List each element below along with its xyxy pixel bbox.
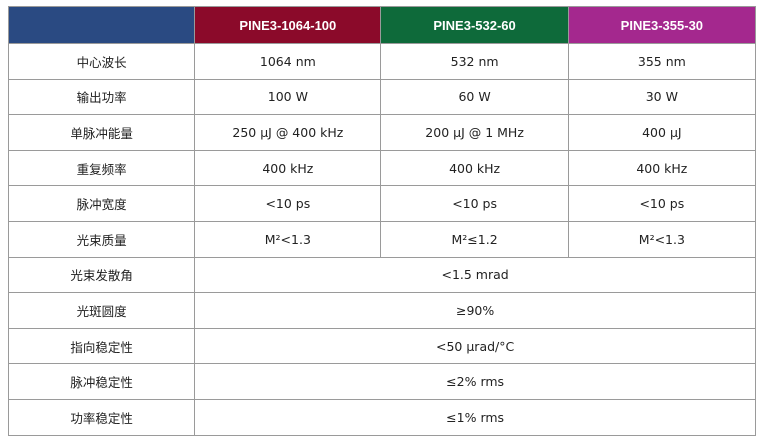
table-row: 脉冲宽度 <10 ps <10 ps <10 ps <box>7 185 757 222</box>
spec-table: PINE3-1064-100 PINE3-532-60 PINE3-355-30… <box>7 6 757 436</box>
row-label: 单脉冲能量 <box>7 114 196 151</box>
table-cell: 400 μJ <box>567 114 757 151</box>
table-cell: <10 ps <box>194 185 382 222</box>
merged-cell: ≤1% rms <box>194 398 756 436</box>
table-cell: M²<1.3 <box>194 220 382 258</box>
header-product-pine3-1064-100: PINE3-1064-100 <box>194 6 382 44</box>
table-cell: 400 kHz <box>380 149 569 187</box>
table-cell: M²≤1.2 <box>380 220 569 258</box>
table-row: 光斑圆度 ≥90% <box>7 292 756 329</box>
table-cell: 200 μJ @ 1 MHz <box>380 114 569 151</box>
table-cell: 60 W <box>380 78 569 116</box>
table-row: 光束发散角 <1.5 mrad <box>7 256 756 294</box>
row-label: 功率稳定性 <box>7 398 196 436</box>
row-label: 重复频率 <box>7 149 196 187</box>
table-cell: M²<1.3 <box>567 220 757 258</box>
table-cell: 250 μJ @ 400 kHz <box>194 114 382 151</box>
merged-cell: ≥90% <box>194 292 756 329</box>
row-label: 指向稳定性 <box>7 327 196 365</box>
merged-cell: <1.5 mrad <box>194 256 756 294</box>
table-row: 脉冲稳定性 ≤2% rms <box>7 363 756 400</box>
table-cell: 532 nm <box>380 43 569 80</box>
table-cell: 355 nm <box>567 43 757 80</box>
row-label: 光斑圆度 <box>7 292 196 329</box>
header-product-pine3-532-60: PINE3-532-60 <box>380 6 569 44</box>
table-cell: <10 ps <box>380 185 569 222</box>
row-label: 脉冲宽度 <box>7 185 196 222</box>
row-label: 中心波长 <box>7 43 196 80</box>
merged-cell: ≤2% rms <box>194 363 756 400</box>
table-row: 光束质量 M²<1.3 M²≤1.2 M²<1.3 <box>7 220 757 258</box>
row-label: 光束质量 <box>7 220 196 258</box>
table-row: 单脉冲能量 250 μJ @ 400 kHz 200 μJ @ 1 MHz 40… <box>7 114 757 151</box>
table-cell: 400 kHz <box>567 149 757 187</box>
table-cell: <10 ps <box>567 185 757 222</box>
table-row: 指向稳定性 <50 μrad/°C <box>7 327 756 365</box>
table-row: 中心波长 1064 nm 532 nm 355 nm <box>7 43 757 80</box>
table-cell: 400 kHz <box>194 149 382 187</box>
table-cell: 1064 nm <box>194 43 382 80</box>
row-label: 输出功率 <box>7 78 196 116</box>
row-label: 脉冲稳定性 <box>7 363 196 400</box>
table-row: 重复频率 400 kHz 400 kHz 400 kHz <box>7 149 757 187</box>
table-row: 输出功率 100 W 60 W 30 W <box>7 78 757 116</box>
table-cell: 100 W <box>194 78 382 116</box>
header-corner-cell <box>7 6 196 44</box>
table-cell: 30 W <box>567 78 757 116</box>
header-product-pine3-355-30: PINE3-355-30 <box>567 6 757 44</box>
merged-cell: <50 μrad/°C <box>194 327 756 365</box>
header-row: PINE3-1064-100 PINE3-532-60 PINE3-355-30 <box>7 6 757 44</box>
row-label: 光束发散角 <box>7 256 196 294</box>
table-row: 功率稳定性 ≤1% rms <box>7 398 756 436</box>
